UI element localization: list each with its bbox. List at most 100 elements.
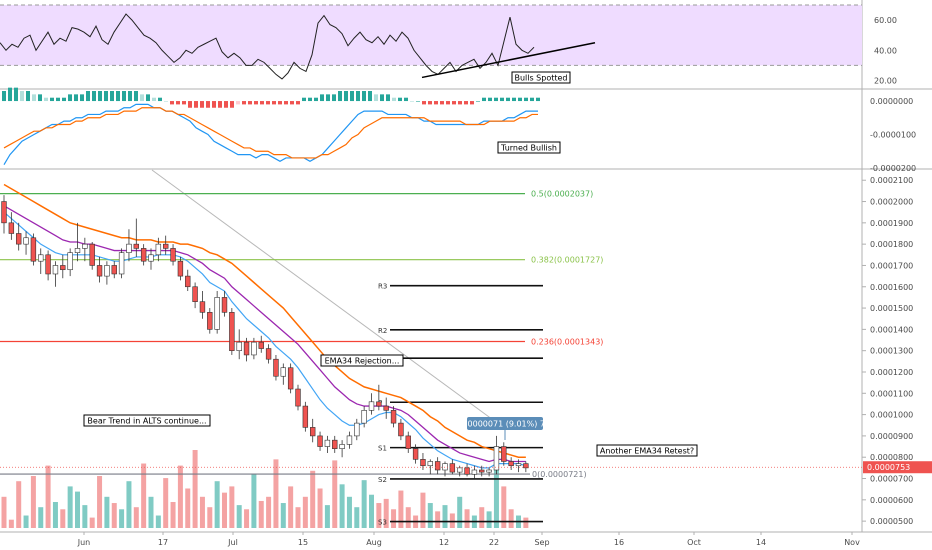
macd-histogram-bar — [536, 97, 540, 102]
macd-histogram-bar — [500, 97, 504, 102]
macd-histogram-bar — [158, 97, 162, 102]
candle — [376, 384, 382, 411]
macd-histogram-bar — [434, 101, 438, 105]
macd-histogram-bar — [86, 91, 90, 102]
volume-bar — [75, 491, 80, 528]
candle — [229, 308, 235, 355]
volume-bar — [199, 496, 205, 528]
candle — [89, 242, 95, 270]
volume-bar — [155, 515, 161, 528]
volume-bar — [280, 503, 286, 528]
macd-histogram-bar — [104, 91, 108, 102]
rsi-trendline — [421, 42, 596, 79]
candle — [111, 261, 117, 279]
macd-histogram-bar — [332, 94, 336, 102]
macd-histogram-bar — [242, 101, 246, 105]
annotation-text: Turned Bullish — [500, 144, 557, 153]
candle-body — [133, 243, 139, 249]
candle — [104, 261, 110, 285]
candle-body — [420, 459, 426, 467]
macd-histogram-bar — [122, 91, 126, 102]
macd-histogram-bar — [380, 94, 384, 102]
rsi-band — [0, 5, 862, 66]
x-tick-label: Jun — [77, 538, 91, 547]
volume-bar — [501, 486, 507, 528]
volume-bar — [236, 505, 242, 528]
volume-bar — [97, 476, 103, 528]
candle — [185, 269, 191, 292]
macd-histogram-bar — [98, 91, 102, 102]
candle — [1, 195, 7, 234]
macd-histogram-bar — [224, 101, 228, 108]
volume-bar — [82, 505, 88, 528]
volume-bar — [126, 481, 132, 528]
volume-bar — [346, 496, 352, 528]
macd-histogram-bar — [74, 94, 78, 102]
volume-bar — [317, 488, 323, 528]
candle-body — [207, 312, 213, 330]
volume-bar — [479, 507, 485, 528]
volume-bar — [177, 465, 183, 528]
macd-histogram-bar — [284, 101, 288, 105]
macd-histogram-bar — [404, 97, 408, 102]
candle — [523, 461, 529, 473]
candle — [177, 256, 184, 281]
candle-body — [523, 463, 529, 469]
candle — [96, 256, 103, 283]
candle-body — [508, 461, 514, 467]
current-price-tag-bg — [863, 461, 932, 474]
volume-bar — [52, 502, 58, 528]
candle-body — [493, 446, 500, 471]
candle-body — [111, 265, 117, 275]
x-tick-label: Nov — [844, 538, 860, 547]
candle — [302, 401, 309, 432]
candle — [8, 212, 15, 240]
candle — [390, 406, 397, 428]
candle — [148, 248, 154, 270]
candle-body — [390, 410, 397, 424]
candle-body — [96, 265, 103, 277]
candle — [170, 244, 176, 266]
pivot-label: S2 — [378, 476, 387, 484]
candle-body — [265, 348, 272, 360]
candle — [515, 459, 522, 473]
candle-body — [324, 439, 331, 447]
candle-body — [251, 341, 257, 356]
macd-histogram-bar — [92, 91, 96, 102]
macd-histogram-bar — [38, 94, 42, 102]
volume-bar — [493, 467, 499, 528]
candle-body — [427, 461, 433, 467]
candle-body — [45, 254, 51, 275]
candle-body — [163, 243, 169, 249]
volume-bar — [229, 486, 235, 528]
candle — [361, 406, 367, 428]
candle — [339, 440, 345, 458]
volume-bar — [383, 498, 389, 528]
macd-histogram-bar — [134, 91, 138, 102]
macd-histogram-bar — [320, 94, 324, 102]
price-tick-label: 0.0001200 — [870, 368, 913, 377]
candle-body — [155, 243, 162, 256]
pivot-label: S3 — [378, 519, 387, 527]
x-tick-label: 12 — [439, 538, 449, 547]
candle-body — [30, 237, 37, 262]
candle — [398, 418, 404, 441]
macd-histogram-bar — [350, 91, 354, 102]
candle-body — [15, 233, 22, 245]
x-tick-label: 15 — [298, 538, 308, 547]
x-tick-label: Oct — [687, 538, 701, 547]
volume-bar — [60, 509, 66, 528]
macd-histogram-bar — [290, 101, 294, 105]
macd-histogram-bar — [308, 97, 312, 102]
candle — [133, 218, 139, 257]
candle — [332, 435, 338, 453]
volume-bar — [354, 507, 360, 528]
macd-histogram-bar — [440, 101, 444, 105]
macd-histogram-bar — [326, 94, 330, 102]
volume-bar — [251, 473, 257, 528]
macd-tick-label: 0.0000000 — [870, 97, 913, 106]
volume-bar — [324, 505, 330, 528]
macd-histogram-bar — [152, 97, 156, 102]
macd-tick-label: -0.0000100 — [870, 131, 916, 140]
